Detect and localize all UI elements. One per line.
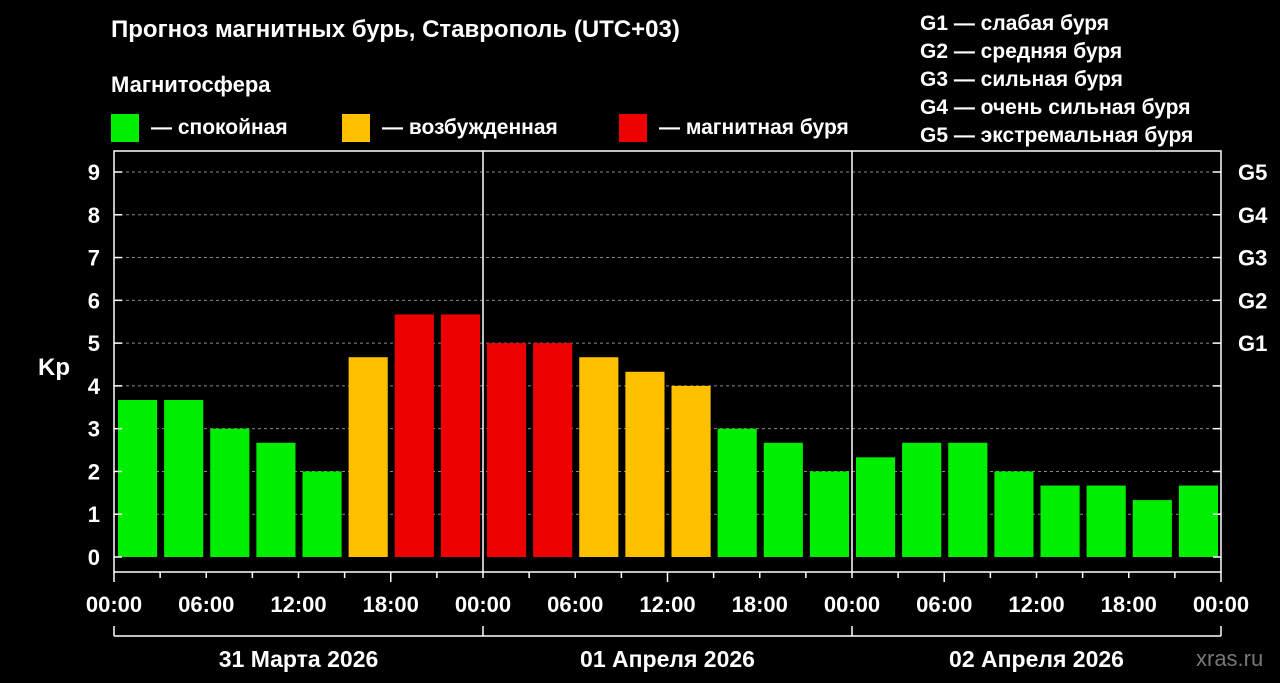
legend-swatch-active — [342, 114, 370, 142]
legend-swatch-storm — [619, 114, 647, 142]
y-tick-label: 4 — [88, 374, 101, 399]
kp-bar — [118, 400, 158, 557]
y-tick-label: 5 — [88, 331, 100, 356]
legend-swatch-quiet — [111, 114, 139, 142]
kp-bar — [902, 442, 942, 557]
x-tick-label: 12:00 — [1008, 592, 1064, 617]
x-tick-label: 06:00 — [916, 592, 972, 617]
kp-bar — [579, 357, 619, 557]
x-tick-label: 18:00 — [1101, 592, 1157, 617]
magnetosphere-subtitle: Магнитосфера — [111, 72, 271, 97]
kp-bar — [948, 442, 988, 557]
kp-bar — [625, 371, 665, 557]
y-tick-label: 8 — [88, 203, 100, 228]
legend-label-storm: — магнитная буря — [659, 116, 849, 139]
g-level-label: G3 — [1238, 246, 1267, 271]
g-level-label: G1 — [1238, 331, 1267, 356]
kp-bar — [671, 385, 711, 557]
kp-bar — [533, 343, 573, 557]
kp-bar — [717, 428, 757, 557]
x-tick-label: 06:00 — [547, 592, 603, 617]
x-tick-label: 12:00 — [639, 592, 695, 617]
kp-bar — [1040, 485, 1080, 557]
x-tick-label: 00:00 — [824, 592, 880, 617]
kp-bar — [856, 457, 896, 557]
legend-item-storm: — магнитная буря — [619, 114, 849, 142]
x-tick-label: 18:00 — [363, 592, 419, 617]
g-legend-g1: G1 — слабая буря — [920, 12, 1110, 35]
g-legend-g5: G5 — экстремальная буря — [920, 124, 1194, 147]
x-tick-label: 00:00 — [1193, 592, 1249, 617]
kp-bar — [302, 471, 342, 557]
g-legend-g4: G4 — очень сильная буря — [920, 96, 1191, 119]
y-tick-label: 7 — [88, 246, 100, 271]
kp-bar — [210, 428, 250, 557]
day-label: 31 Марта 2026 — [219, 646, 379, 672]
g-legend-g2: G2 — средняя буря — [920, 40, 1123, 63]
x-tick-label: 18:00 — [732, 592, 788, 617]
x-tick-label: 00:00 — [455, 592, 511, 617]
chart-title: Прогноз магнитных бурь, Ставрополь (UTC+… — [111, 16, 680, 43]
x-tick-label: 12:00 — [270, 592, 326, 617]
kp-bar — [1178, 485, 1218, 557]
g-level-label: G2 — [1238, 288, 1267, 313]
y-tick-label: 3 — [88, 417, 100, 442]
legend-item-active: — возбужденная — [342, 114, 558, 142]
day-label: 02 Апреля 2026 — [949, 646, 1124, 672]
y-tick-label: 1 — [88, 502, 100, 527]
g-scale-legend: G1 — слабая буря G2 — средняя буря G3 — … — [920, 10, 1193, 150]
kp-bar — [348, 357, 388, 557]
g-level-label: G5 — [1238, 160, 1267, 185]
kp-bar — [994, 471, 1034, 557]
kp-bar — [440, 314, 480, 557]
kp-bar — [256, 442, 296, 557]
legend-item-quiet: — спокойная — [111, 114, 288, 142]
legend-label-quiet: — спокойная — [151, 116, 288, 139]
x-tick-label: 00:00 — [86, 592, 142, 617]
day-label: 01 Апреля 2026 — [580, 646, 755, 672]
kp-bar — [1086, 485, 1126, 557]
kp-bar — [487, 343, 527, 557]
g-legend-g3: G3 — сильная буря — [920, 68, 1123, 91]
y-tick-label: 6 — [88, 288, 100, 313]
kp-bar — [809, 471, 849, 557]
y-tick-label: 0 — [88, 545, 100, 570]
kp-bar — [394, 314, 434, 557]
y-axis-label: Kp — [38, 354, 70, 381]
watermark: xras.ru — [1196, 646, 1264, 671]
kp-bar — [164, 400, 204, 557]
kp-bar — [1132, 500, 1172, 557]
legend-label-active: — возбужденная — [382, 116, 558, 139]
g-level-label: G4 — [1238, 203, 1268, 228]
x-tick-label: 06:00 — [178, 592, 234, 617]
kp-bar — [763, 442, 803, 557]
y-tick-label: 9 — [88, 160, 100, 185]
y-tick-label: 2 — [88, 459, 100, 484]
